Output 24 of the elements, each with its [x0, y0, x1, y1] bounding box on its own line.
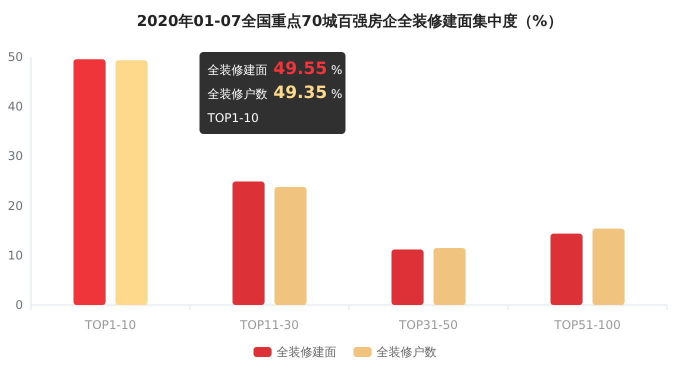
annotation: 全装修建面 49.55 %	[208, 59, 342, 79]
legend-label: 全装修户数	[376, 345, 436, 359]
y-tick-label: 50	[8, 50, 23, 64]
x-tick-label: TOP31-50	[398, 318, 458, 332]
y-tick-label: 40	[8, 100, 23, 114]
y-tick-label: 0	[15, 298, 23, 312]
bar	[116, 60, 148, 305]
x-tick-label: TOP11-30	[239, 318, 299, 332]
bar	[550, 234, 582, 305]
bar	[592, 228, 624, 305]
bar	[274, 186, 306, 305]
chart-title: 2020年01-07全国重点70城百强房企全装修建面集中度（%）	[136, 12, 562, 30]
bar	[74, 59, 106, 305]
annotation: TOP1-10	[206, 111, 259, 125]
x-tick-label: TOP1-10	[84, 318, 136, 332]
y-tick-label: 30	[8, 149, 23, 164]
y-tick-label: 10	[8, 248, 23, 262]
bar	[392, 249, 424, 305]
x-tick-label: TOP51-100	[553, 318, 621, 332]
bar	[434, 248, 466, 305]
y-tick-label: 20	[8, 198, 23, 213]
annotation: 全装修户数 49.35 %	[208, 83, 342, 103]
bar	[232, 181, 264, 305]
legend-label: 全装修建面	[276, 345, 336, 359]
